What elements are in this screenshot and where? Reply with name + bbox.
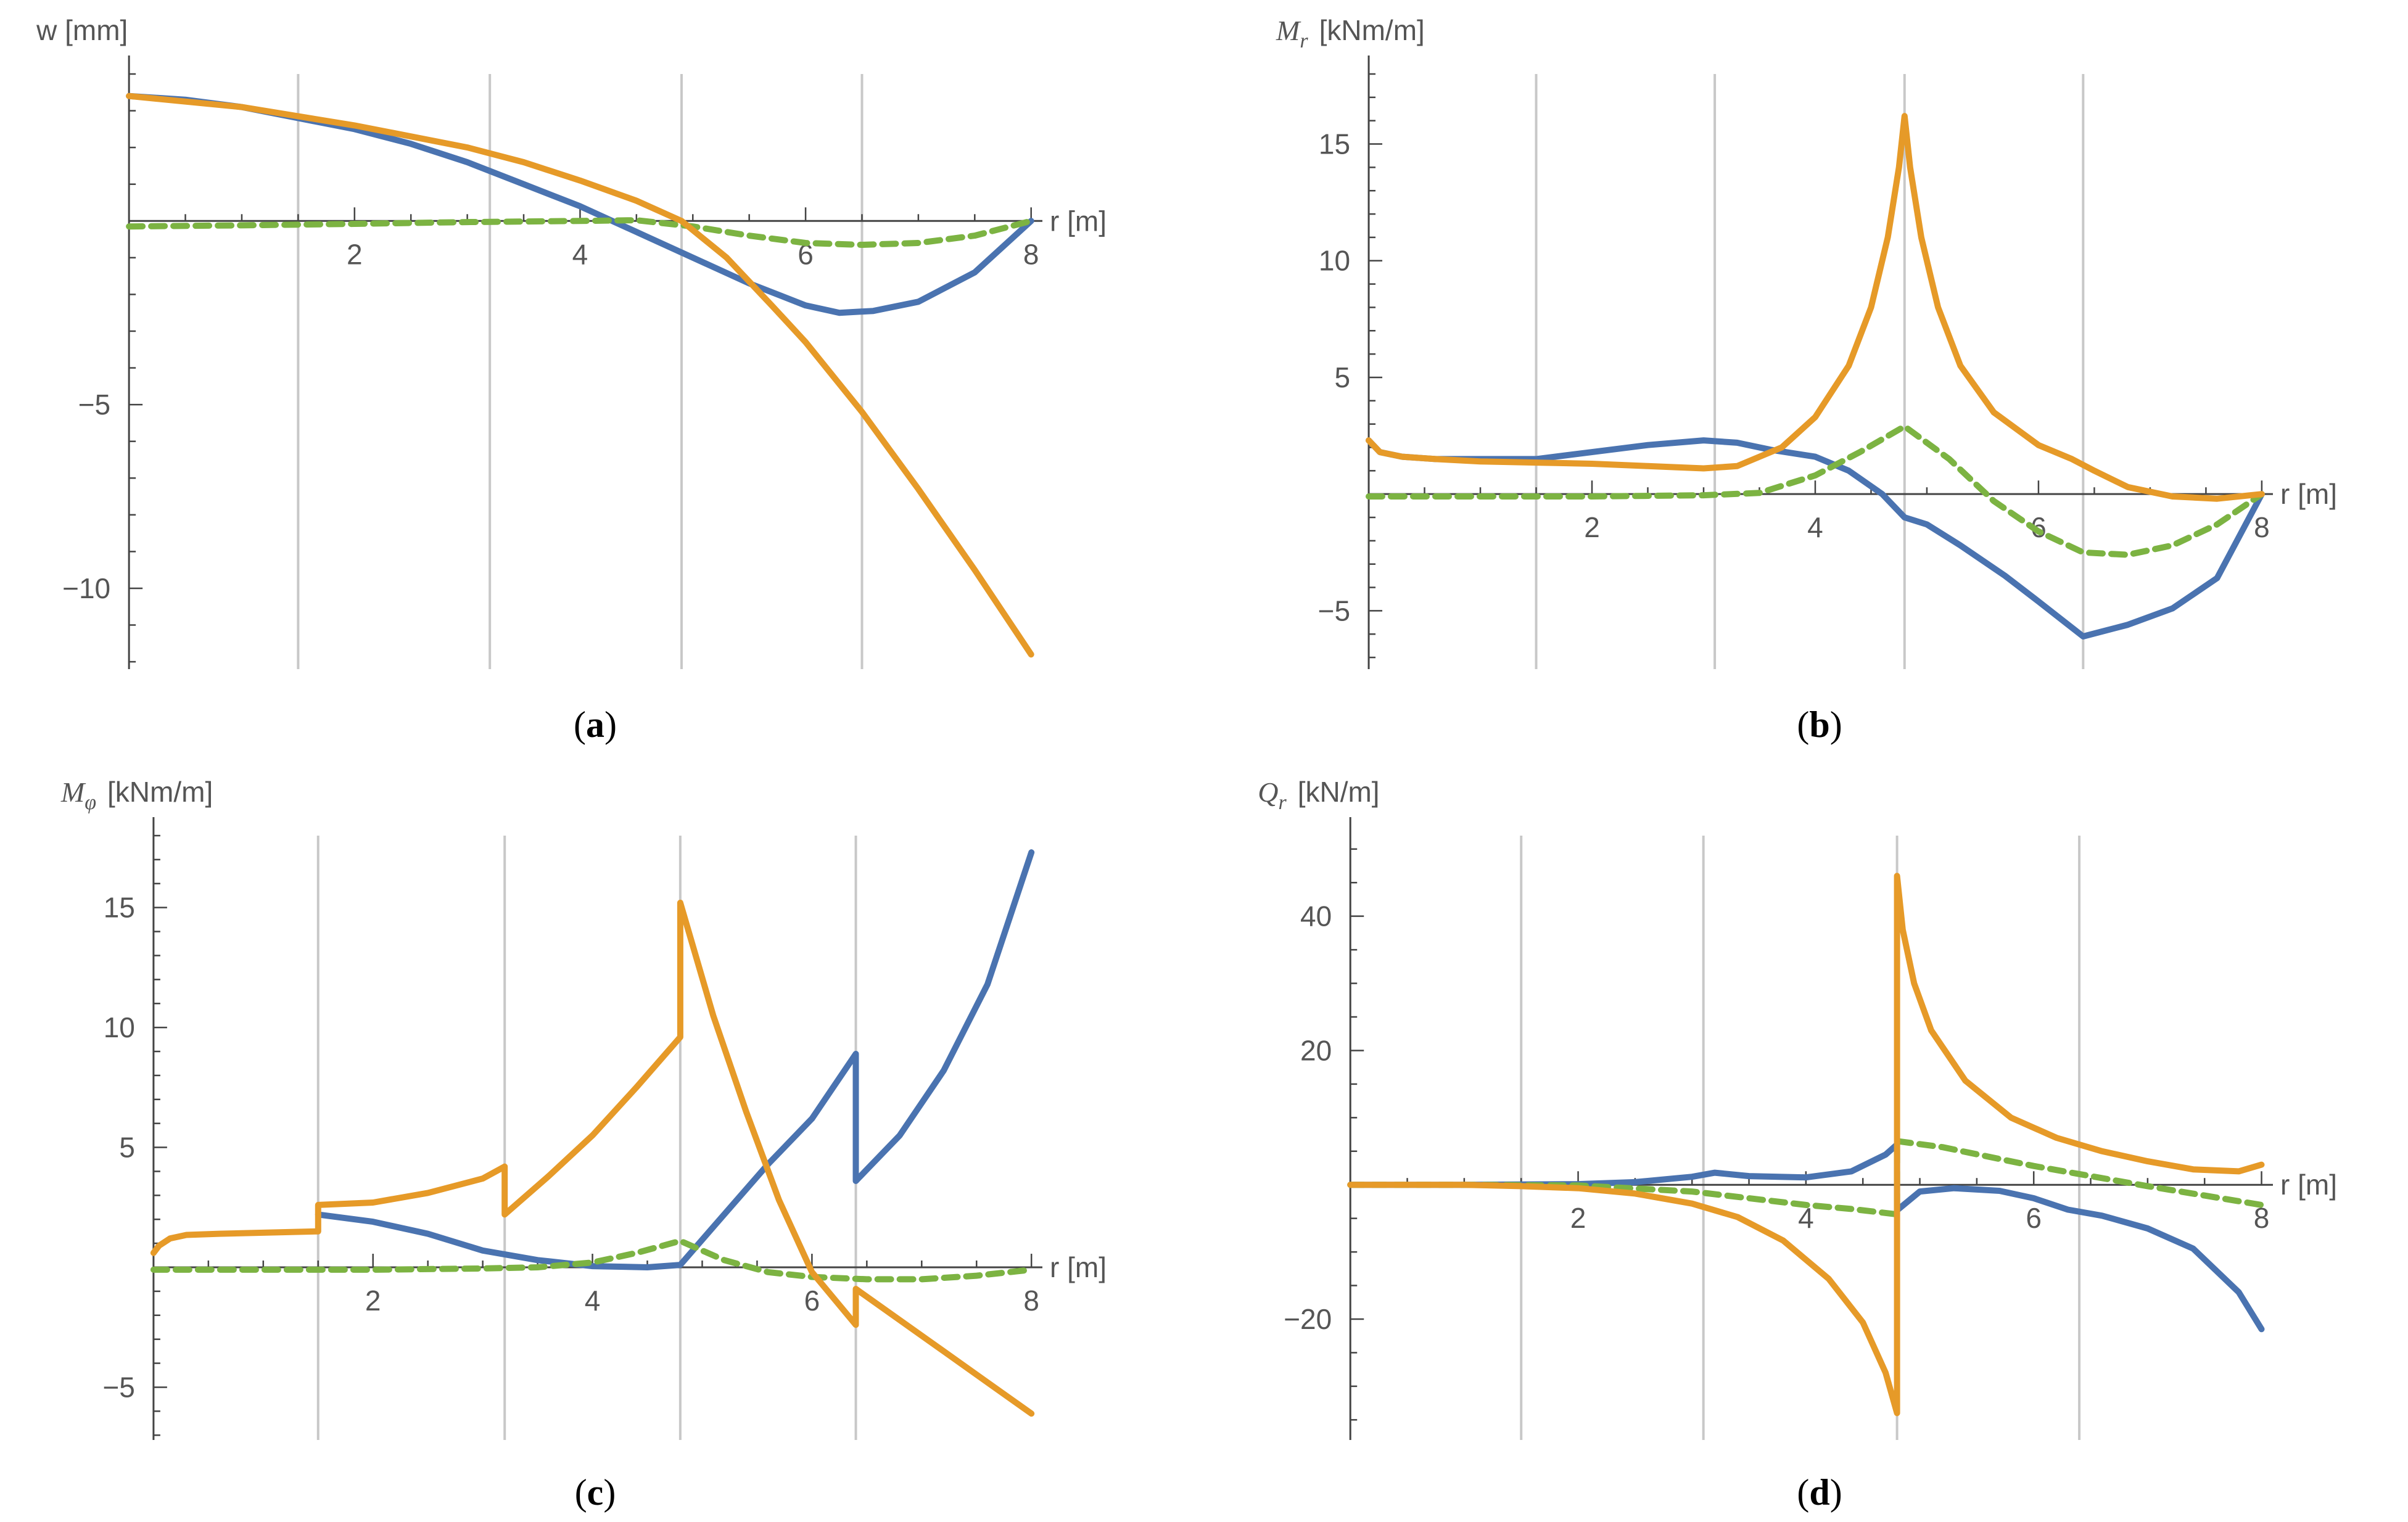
- series-line-series3: [1366, 423, 2265, 558]
- panel-caption: (a): [574, 704, 617, 745]
- x-tick-label: 8: [1023, 1285, 1039, 1317]
- y-tick-label: 10: [104, 1011, 135, 1043]
- y-tick-label: −5: [102, 1371, 134, 1403]
- x-tick-label: 2: [347, 238, 363, 270]
- x-tick-label: 2: [1570, 1202, 1586, 1234]
- y-axis-label-symbol: M: [60, 776, 86, 808]
- series-line-series2: [1347, 873, 2265, 1417]
- y-axis-label-subscript: r: [1278, 791, 1287, 814]
- x-tick-label: 4: [585, 1285, 601, 1317]
- y-tick-label: 40: [1300, 900, 1332, 932]
- x-tick-label: 8: [1023, 238, 1039, 270]
- x-tick-label: 6: [2026, 1202, 2042, 1234]
- y-axis-label-unit: [kNm/m]: [107, 776, 213, 808]
- y-axis-label-unit: [kNm/m]: [1319, 14, 1425, 46]
- y-axis-label: Qr [kN/m]: [1258, 776, 1379, 814]
- y-axis-label-symbol: Q: [1258, 776, 1278, 808]
- panel-caption: (b): [1797, 704, 1842, 745]
- y-axis-label-subscript: φ: [85, 791, 96, 814]
- panel-caption: (d): [1797, 1472, 1842, 1513]
- series-line-series3: [150, 1238, 1035, 1283]
- y-axis-label: Mφ [kNm/m]: [60, 776, 213, 814]
- y-tick-label: 5: [119, 1132, 135, 1164]
- panel-caption-close: ): [604, 704, 617, 745]
- y-tick-label: 20: [1300, 1034, 1332, 1066]
- panel-caption-letter: b: [1809, 704, 1829, 745]
- y-axis-label: Mr [kNm/m]: [1276, 14, 1425, 52]
- panel-caption-open: (: [575, 1472, 587, 1513]
- y-tick-label: −10: [62, 572, 110, 604]
- y-axis-label-subscript: r: [1300, 30, 1308, 52]
- panel-caption-close: ): [1830, 1472, 1842, 1513]
- panel-caption-open: (: [1797, 1472, 1809, 1513]
- series-line-series2: [1366, 113, 2265, 502]
- series-line-series2: [126, 93, 1034, 658]
- x-axis-label: r [m]: [2280, 1169, 2337, 1201]
- y-tick-label: 10: [1319, 245, 1350, 277]
- y-axis-label-unit: [kN/m]: [1298, 776, 1380, 808]
- y-tick-label: −5: [78, 389, 110, 421]
- x-tick-label: 6: [804, 1285, 820, 1317]
- panel-caption-close: ): [603, 1472, 616, 1513]
- y-tick-label: −20: [1284, 1303, 1332, 1335]
- x-tick-label: 2: [1584, 511, 1600, 543]
- panel-caption: (c): [575, 1472, 616, 1513]
- chart-panel-c: 2 4 6 8 15 10 5 −5 r [m] Mφ [kNm/m] (c): [60, 776, 1107, 1513]
- y-tick-label: 15: [104, 892, 135, 924]
- x-axis-label: r [m]: [1050, 205, 1107, 237]
- panel-caption-letter: d: [1809, 1472, 1829, 1513]
- x-tick-label: 4: [572, 238, 588, 270]
- x-tick-label: 2: [365, 1285, 381, 1317]
- x-axis-label: r [m]: [1050, 1251, 1107, 1283]
- x-tick-label: 8: [2254, 511, 2270, 543]
- series-line-series2: [150, 899, 1035, 1417]
- series-line-series1: [315, 849, 1035, 1270]
- chart-panel-a: 2 4 6 8−5−10r [m]w [mm](a): [36, 14, 1107, 745]
- x-axis-label: r [m]: [2280, 478, 2337, 510]
- y-tick-label: 5: [1334, 361, 1350, 393]
- panel-caption-letter: c: [587, 1472, 604, 1513]
- y-tick-label: 15: [1319, 128, 1350, 160]
- panel-caption-open: (: [1797, 704, 1809, 745]
- y-axis-label: w [mm]: [36, 14, 128, 46]
- y-tick-label: −5: [1318, 594, 1350, 627]
- panel-caption-letter: a: [586, 704, 604, 745]
- y-axis-label-symbol: M: [1276, 15, 1301, 46]
- series-line-series1: [126, 93, 1034, 316]
- panel-caption-close: ): [1830, 704, 1842, 745]
- panel-caption-open: (: [574, 704, 586, 745]
- x-tick-label: 4: [1807, 511, 1823, 543]
